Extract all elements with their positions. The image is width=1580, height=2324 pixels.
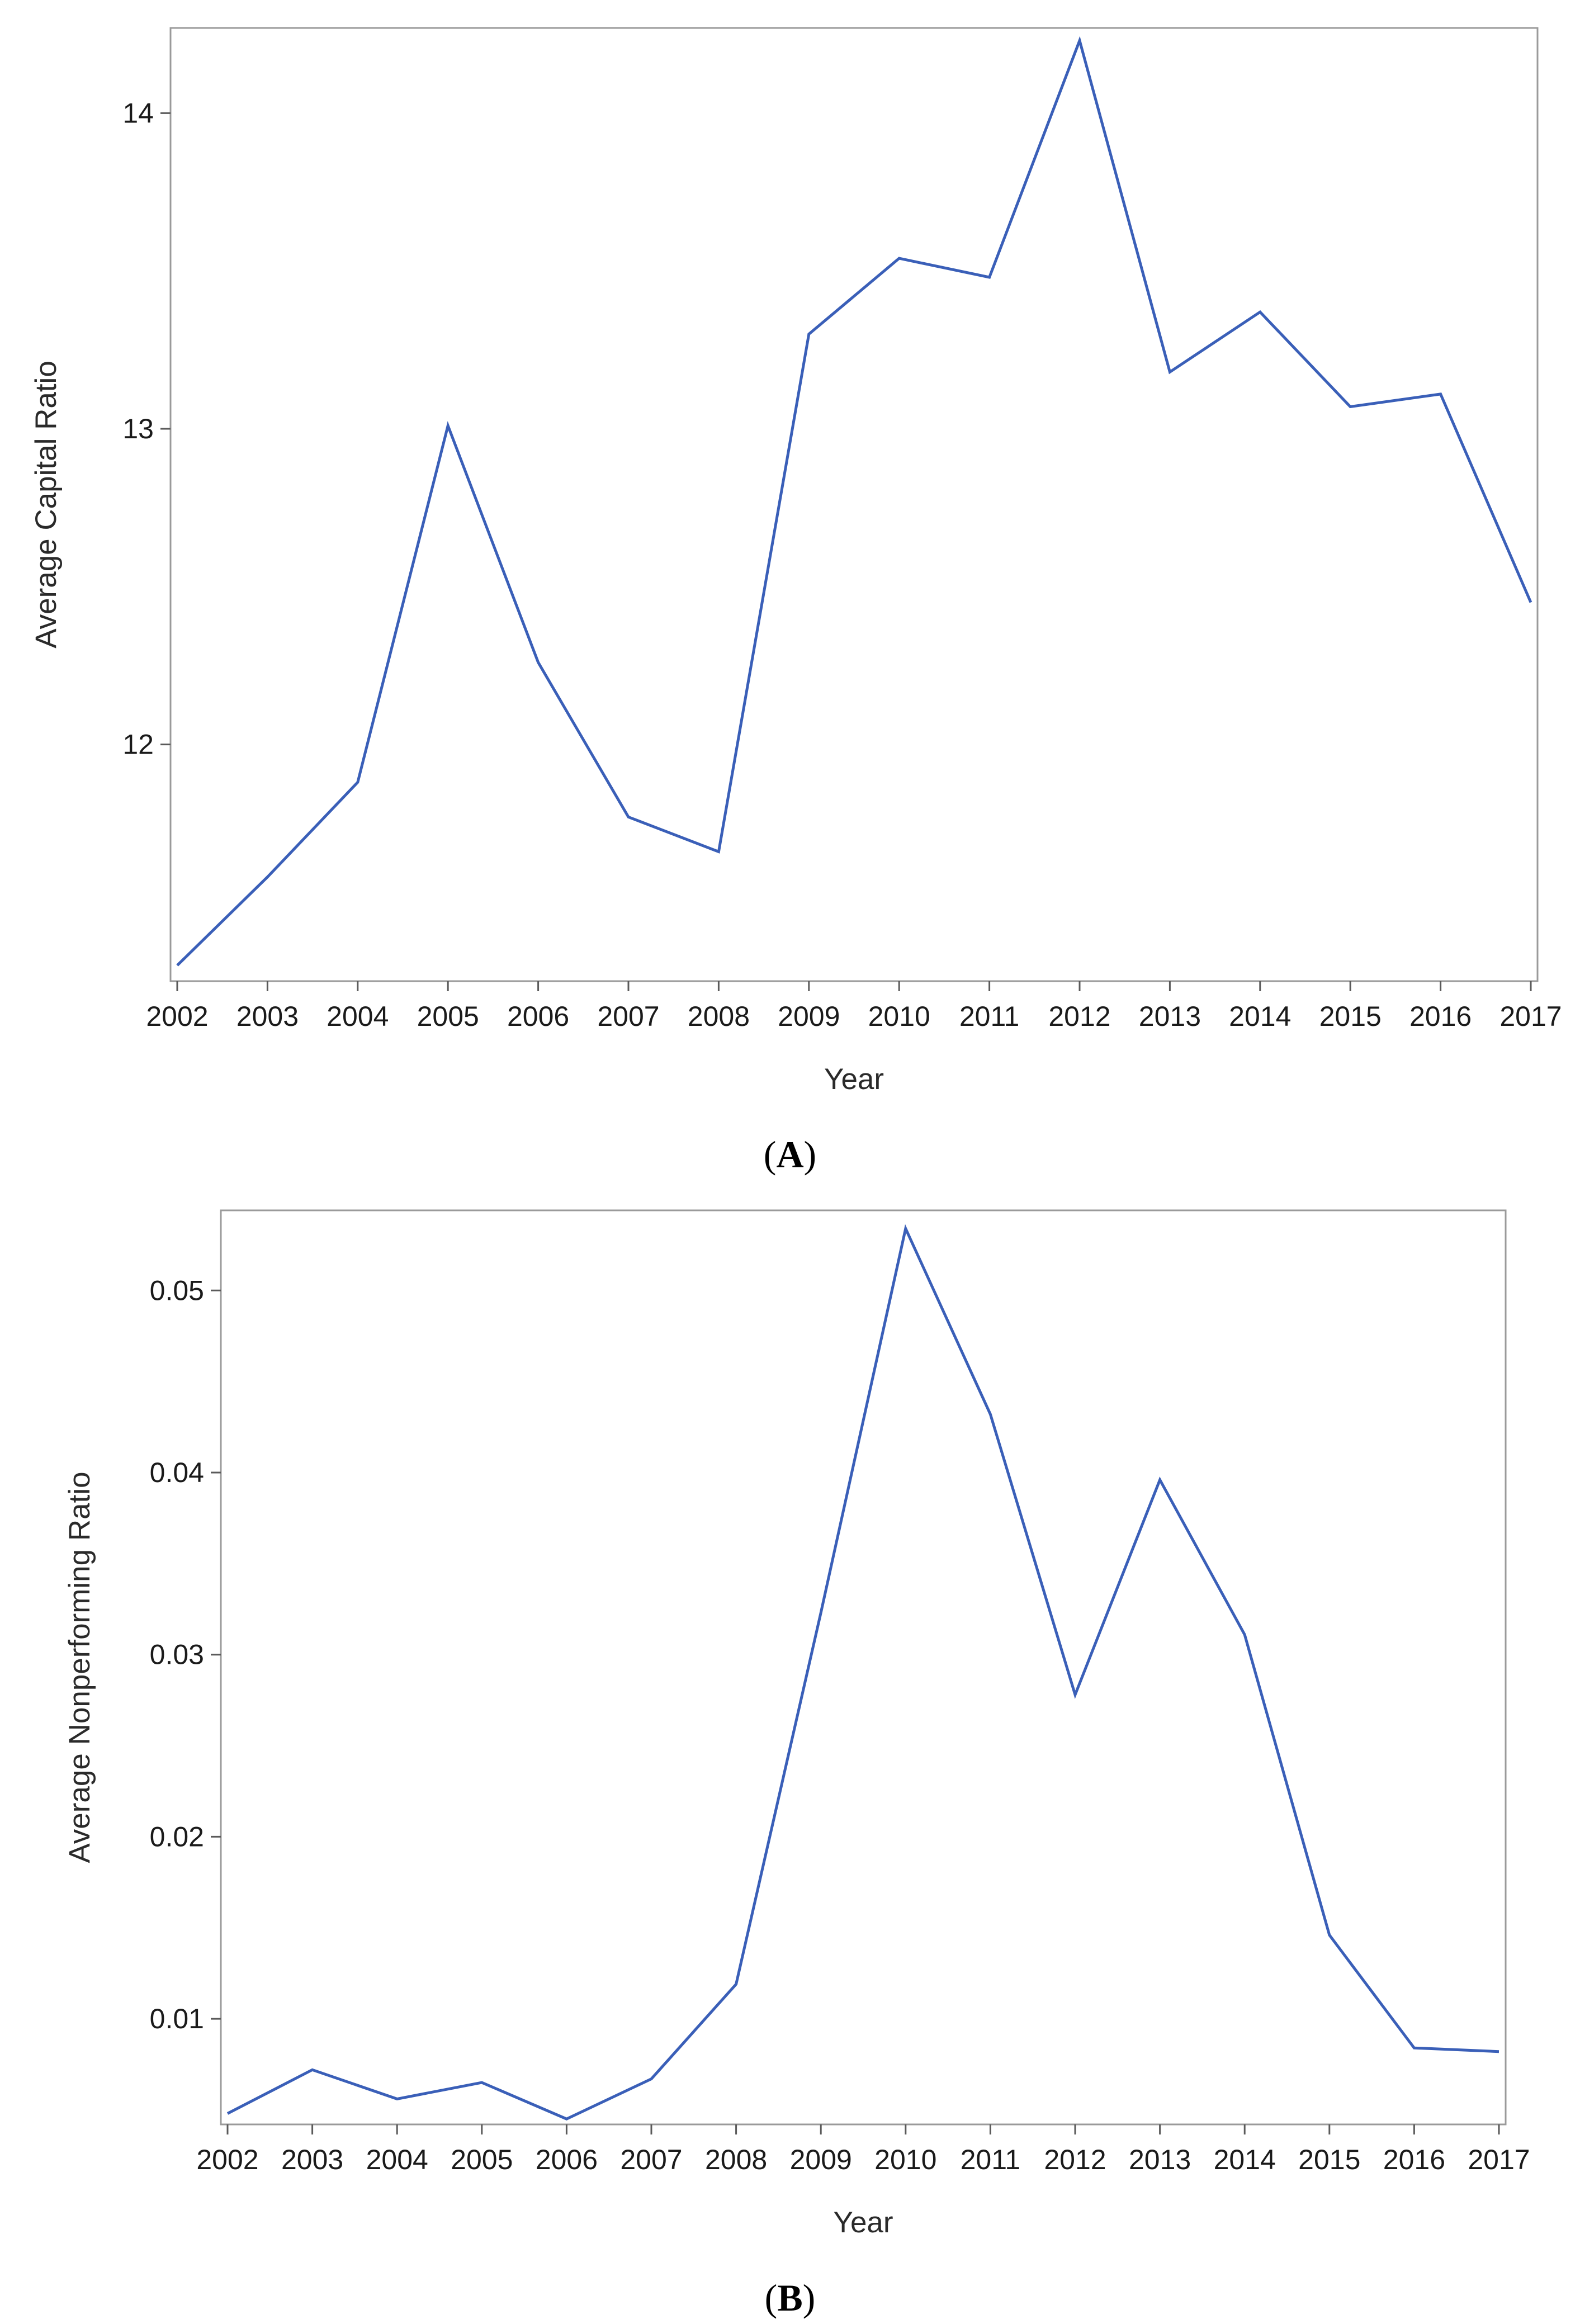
y-tick-label: 14 bbox=[122, 97, 154, 129]
x-tick-label: 2008 bbox=[705, 2144, 767, 2175]
x-tick-label: 2010 bbox=[874, 2144, 936, 2175]
panel-b-x-axis-title: Year bbox=[833, 2206, 893, 2239]
x-tick-label: 2011 bbox=[959, 1001, 1020, 1032]
panel-a-series-line bbox=[176, 36, 1532, 967]
x-tick-label: 2005 bbox=[451, 2144, 513, 2175]
x-tick-label: 2004 bbox=[327, 1001, 389, 1032]
x-tick-label: 2015 bbox=[1319, 1001, 1382, 1032]
panel-a-y-axis-title: Average Capital Ratio bbox=[30, 361, 63, 649]
y-tick-label: 0.03 bbox=[150, 1639, 204, 1670]
x-tick-label: 2009 bbox=[778, 1001, 840, 1032]
x-tick-label: 2004 bbox=[366, 2144, 428, 2175]
panel-a-caption: (A) bbox=[764, 1133, 816, 1176]
x-tick-label: 2016 bbox=[1383, 2144, 1445, 2175]
x-tick-label: 2014 bbox=[1214, 2144, 1276, 2175]
y-tick-label: 0.05 bbox=[150, 1275, 204, 1306]
panel-a-x-axis-title: Year bbox=[824, 1063, 884, 1096]
y-tick-label: 12 bbox=[122, 729, 154, 760]
x-tick-label: 2009 bbox=[790, 2144, 852, 2175]
panel-a-x-ticks: 2002 2003 2004 2005 2006 2007 2008 2009 2010 2011… bbox=[146, 981, 1562, 1032]
x-tick-label: 2003 bbox=[236, 1001, 299, 1032]
x-tick-label: 2011 bbox=[961, 2144, 1021, 2175]
x-tick-label: 2014 bbox=[1229, 1001, 1291, 1032]
panel-b-y-axis-title: Average Nonperforming Ratio bbox=[63, 1471, 96, 1863]
x-tick-label: 2006 bbox=[536, 2144, 598, 2175]
x-tick-label: 2007 bbox=[620, 2144, 682, 2175]
x-tick-label: 2013 bbox=[1129, 2144, 1191, 2175]
panel-b-caption: (B) bbox=[765, 2276, 816, 2319]
x-tick-label: 2012 bbox=[1048, 1001, 1110, 1032]
panel-b-caption-letter: B bbox=[777, 2276, 802, 2319]
x-tick-label: 2003 bbox=[281, 2144, 343, 2175]
x-tick-label: 2006 bbox=[507, 1001, 569, 1032]
x-tick-label: 2017 bbox=[1499, 1001, 1562, 1032]
panel-a-y-ticks: 12 13 14 bbox=[122, 97, 171, 760]
x-tick-label: 2010 bbox=[868, 1001, 930, 1032]
x-tick-label: 2002 bbox=[196, 2144, 258, 2175]
panel-b-plot-frame bbox=[220, 1209, 1507, 2126]
panel-a-plot-frame bbox=[169, 27, 1539, 982]
x-tick-label: 2015 bbox=[1298, 2144, 1360, 2175]
x-tick-label: 2016 bbox=[1409, 1001, 1472, 1032]
panel-b-series-line bbox=[226, 1224, 1499, 2121]
x-tick-label: 2008 bbox=[688, 1001, 750, 1032]
panel-a-caption-letter: A bbox=[776, 1133, 803, 1176]
x-tick-label: 2007 bbox=[597, 1001, 659, 1032]
panel-b-y-ticks: 0.01 0.02 0.03 0.04 0.05 bbox=[150, 1275, 221, 2034]
x-tick-label: 2002 bbox=[146, 1001, 208, 1032]
panel-b-x-ticks: 2002 2003 2004 2005 2006 2007 2008 2009 2010 2011… bbox=[196, 2124, 1530, 2175]
y-tick-label: 0.04 bbox=[150, 1457, 204, 1488]
panel-b-chart: 0.010.020.030.040.05 2002 2003 2004 2005 200… bbox=[63, 1209, 1530, 2319]
x-tick-label: 2017 bbox=[1468, 2144, 1530, 2175]
x-tick-label: 2005 bbox=[417, 1001, 479, 1032]
x-tick-label: 2013 bbox=[1139, 1001, 1201, 1032]
x-tick-label: 2012 bbox=[1044, 2144, 1106, 2175]
y-tick-label: 0.01 bbox=[150, 2003, 204, 2034]
y-tick-label: 0.02 bbox=[150, 1821, 204, 1852]
y-tick-label: 13 bbox=[122, 413, 154, 444]
